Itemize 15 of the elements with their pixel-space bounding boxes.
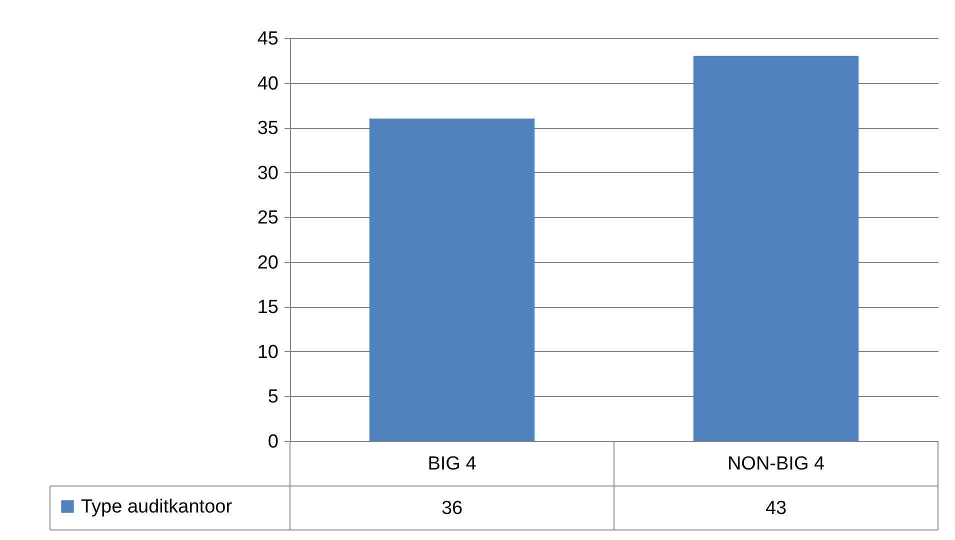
y-tick-label: 5 bbox=[268, 386, 278, 408]
legend-label: Type auditkantoor bbox=[81, 496, 233, 518]
y-tick-label: 30 bbox=[257, 162, 278, 184]
x-tick-label: BIG 4 bbox=[428, 454, 477, 474]
y-tick-label: 40 bbox=[257, 73, 278, 94]
y-tick-label: 0 bbox=[268, 432, 278, 452]
x-tick-label: NON-BIG 4 bbox=[727, 454, 825, 474]
data-label: 36 bbox=[441, 498, 463, 519]
y-tick-label: 45 bbox=[257, 28, 278, 50]
y-tick-label: 15 bbox=[257, 297, 278, 318]
y-tick-label: 20 bbox=[257, 252, 278, 274]
y-tick-label: 25 bbox=[257, 208, 278, 229]
data-label: 43 bbox=[765, 498, 787, 519]
y-tick-label: 35 bbox=[257, 118, 278, 140]
y-tick-label: 10 bbox=[257, 342, 278, 363]
